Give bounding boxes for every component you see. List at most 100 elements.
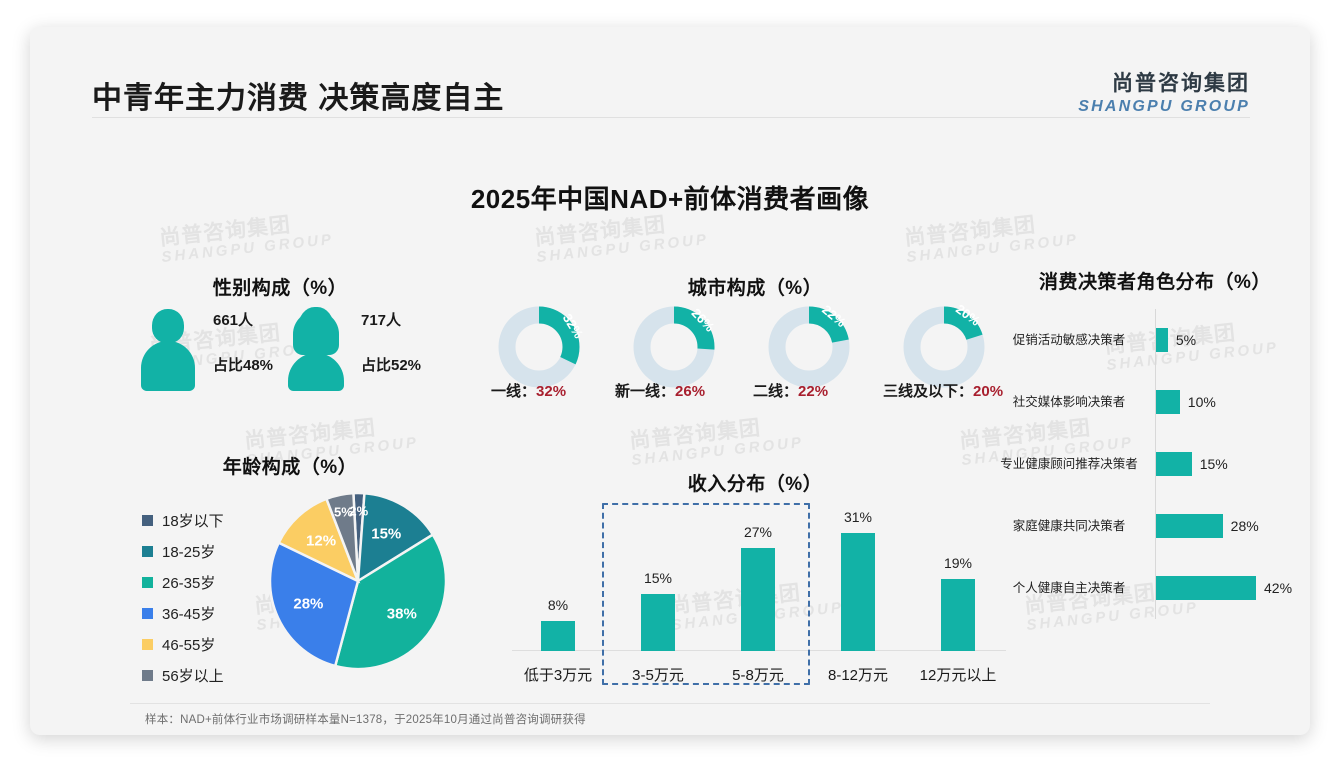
age-pie-legend: 18岁以下 18-25岁 26-35岁 36-45岁 46-55岁 56岁以上 — [142, 505, 224, 691]
chart-main-title: 2025年中国NAD+前体消费者画像 — [470, 184, 870, 214]
slide-header: 中青年主力消费 决策高度自主 尚普咨询集团 SHANGPU GROUP — [30, 27, 1310, 118]
income-bar — [741, 548, 775, 651]
decision-bar — [1156, 514, 1223, 538]
city-donut: 22% — [765, 302, 853, 391]
decision-bar-value: 15% — [1199, 456, 1228, 472]
legend-label: 18岁以下 — [162, 513, 224, 530]
city-donut-group: 32% 26% 22% 20% — [485, 301, 1030, 403]
pie-slice — [356, 491, 435, 584]
income-bar-value: 19% — [943, 554, 973, 571]
decision-bar-chart: 促销活动敏感决策者 5% 社交媒体影响决策者 10% 专业健康顾问推荐决策者 15% 家庭健… — [990, 309, 1300, 619]
decision-bar-value: 10% — [1187, 394, 1216, 410]
header-divider — [92, 117, 1250, 118]
age-legend-item: 36-45岁 — [142, 598, 224, 629]
city-caption-value: 20% — [973, 383, 1004, 400]
decision-bar — [1156, 328, 1168, 352]
pie-slice-label: 12% — [306, 532, 337, 550]
city-section-title: 城市构成（%） — [687, 278, 823, 299]
decision-bar-label: 促销活动敏感决策者 — [1012, 332, 1126, 347]
sample-note: 样本：NAD+前体行业市场调研样本量N=1378，于2025年10月通过尚普咨询… — [145, 714, 586, 726]
city-caption: 三线及以下：20% — [883, 380, 1003, 401]
decision-bar — [1156, 390, 1180, 414]
male-share: 占比48% — [213, 357, 274, 374]
page-title: 中青年主力消费 决策高度自主 — [92, 82, 505, 115]
city-caption-name: 新一线： — [615, 383, 676, 400]
decision-bar — [1156, 576, 1256, 600]
female-share: 占比52% — [361, 357, 422, 374]
income-highlight-box — [602, 503, 810, 685]
age-legend-item: 18-25岁 — [142, 536, 224, 567]
income-bar-value: 15% — [643, 569, 673, 586]
pie-slice — [333, 532, 448, 671]
income-bar-category: 低于3万元 — [523, 667, 593, 684]
income-bar-value: 31% — [843, 509, 873, 525]
city-caption-group: 一线：32% 新一线：26% 二线：22% 三线及以下：20% — [485, 380, 1030, 404]
income-bar-category: 12万元以上 — [919, 667, 997, 684]
age-legend-item: 26-35岁 — [142, 567, 224, 598]
income-bar-column: 19% 12万元以上 — [908, 497, 1008, 687]
income-bar-category: 8-12万元 — [827, 667, 889, 684]
income-bar-column: 15% 3-5万元 — [608, 497, 708, 687]
pie-slice-label: 28% — [293, 595, 324, 613]
age-pie-svg — [268, 491, 448, 671]
male-person-icon — [139, 305, 197, 391]
male-stats: 661人 占比48% — [213, 305, 273, 375]
legend-swatch — [142, 608, 153, 619]
gender-composition: 661人 占比48% 717人 占比52% — [125, 305, 455, 391]
income-bar — [641, 593, 675, 651]
city-caption-name: 三线及以下： — [883, 383, 974, 400]
age-legend-item: 18岁以下 — [142, 505, 224, 536]
legend-label: 46-55岁 — [162, 637, 216, 654]
legend-swatch — [142, 515, 153, 526]
income-bar-column: 8% 低于3万元 — [508, 497, 608, 687]
income-bar-chart: 8% 低于3万元 15% 3-5万元 27% 5-8万元 31% 8-12万元 19% 12万元以… — [508, 497, 1008, 687]
pie-slice-label: 2% — [349, 503, 369, 519]
male-count: 661人 — [213, 312, 254, 329]
income-bar — [841, 533, 875, 651]
decision-bar-value: 28% — [1230, 518, 1259, 534]
decision-bar-row: 社交媒体影响决策者 10% — [990, 371, 1300, 433]
decision-bar-value: 42% — [1264, 580, 1293, 596]
decision-bar-label: 个人健康自主决策者 — [1012, 580, 1126, 595]
pie-slice-label: 5% — [333, 504, 353, 520]
female-count: 717人 — [361, 312, 402, 329]
legend-swatch — [142, 670, 153, 681]
legend-label: 26-35岁 — [162, 575, 216, 592]
legend-swatch — [142, 639, 153, 650]
income-bar-value: 27% — [743, 524, 773, 541]
city-caption: 二线：22% — [753, 380, 828, 401]
pie-slice-label: 15% — [371, 525, 402, 543]
legend-swatch — [142, 577, 153, 588]
decision-bar-label: 家庭健康共同决策者 — [1012, 518, 1126, 533]
decision-section-title: 消费决策者角色分布（%） — [1039, 272, 1271, 293]
note-divider — [130, 703, 1210, 704]
age-pie-chart: 2% 15% 38% 28% 12% 5% — [268, 491, 448, 671]
gender-section-title: 性别构成（%） — [212, 278, 348, 299]
pie-slice — [268, 541, 360, 668]
income-section-title: 收入分布（%） — [687, 474, 823, 495]
city-caption-value: 26% — [675, 383, 706, 400]
decision-bar-value: 5% — [1175, 332, 1197, 348]
city-donut: 26% — [630, 303, 718, 391]
city-caption-name: 二线： — [753, 383, 799, 400]
legend-swatch — [142, 546, 153, 557]
brand-logo: 尚普咨询集团 SHANGPU GROUP — [1078, 67, 1250, 116]
logo-english-text: SHANGPU GROUP — [1078, 98, 1250, 115]
donut-value-arc — [903, 306, 985, 388]
city-donut: 32% — [495, 303, 586, 391]
city-caption: 新一线：26% — [615, 380, 705, 401]
legend-label: 56岁以上 — [162, 668, 224, 685]
decision-bar — [1156, 452, 1192, 476]
city-caption-value: 32% — [536, 383, 567, 400]
income-bar — [541, 620, 575, 651]
donut-value-arc — [768, 306, 850, 388]
donut-value-arc — [498, 306, 580, 388]
female-person-icon — [287, 305, 345, 391]
donut-value-arc — [633, 306, 715, 388]
income-bar-category: 5-8万元 — [732, 667, 784, 684]
decision-bar-row: 家庭健康共同决策者 28% — [990, 495, 1300, 557]
income-bar — [941, 578, 975, 651]
